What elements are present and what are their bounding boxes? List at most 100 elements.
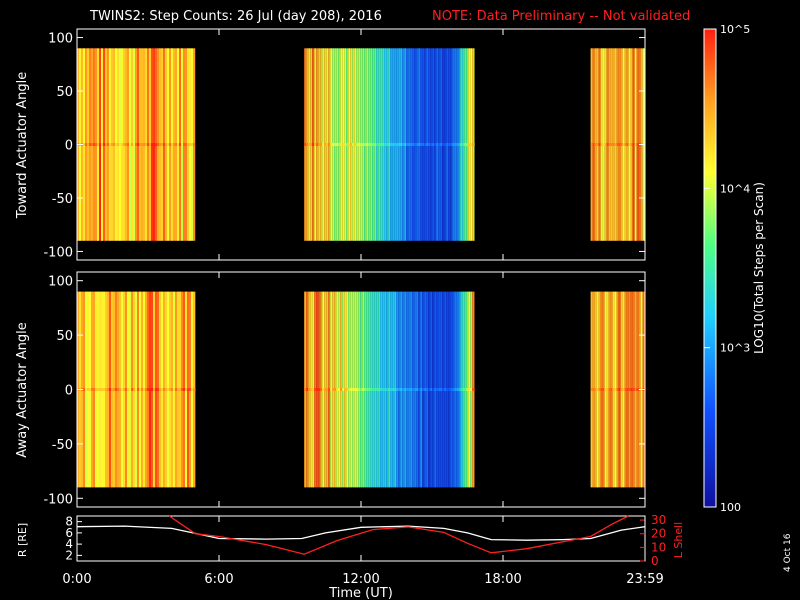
heatmap-cell (312, 48, 315, 145)
heatmap-cell (422, 388, 425, 391)
heatmap-cell (320, 48, 323, 145)
heatmap-cell (338, 144, 341, 241)
heatmap-cell (169, 389, 171, 488)
heatmap-cell (306, 48, 309, 145)
heatmap-cell (430, 48, 433, 145)
heatmap-cell (398, 388, 401, 391)
heatmap-cell (320, 389, 323, 488)
heatmap-cell (125, 144, 127, 241)
heatmap-cell (364, 388, 367, 391)
heatmap-cell (318, 144, 321, 241)
heatmap-cell (356, 388, 359, 391)
heatmap-cell (616, 388, 619, 391)
heatmap-cell (159, 291, 161, 390)
heatmap-cell (177, 143, 179, 146)
heatmap-cell (470, 48, 473, 145)
heatmap-cell (460, 291, 463, 390)
heatmap-cell (193, 143, 195, 146)
heatmap-cell (608, 388, 611, 391)
heatmap-cell (344, 388, 347, 391)
heatmap-cell (159, 143, 161, 146)
heatmap-cell (438, 48, 441, 145)
heatmap-cell (418, 389, 421, 488)
heatmap-cell (173, 389, 175, 488)
heatmap-cell (159, 388, 161, 391)
heatmap-cell (440, 144, 443, 241)
heatmap-cell (468, 48, 471, 145)
heatmap-cell (332, 291, 335, 390)
heatmap-cell (105, 389, 107, 488)
heatmap-cell (410, 291, 413, 390)
heatmap-cell (592, 388, 595, 391)
heatmap-cell (470, 388, 473, 391)
heatmap-cell (368, 144, 371, 241)
heatmap-cell (634, 144, 637, 241)
heatmap-cell (366, 389, 369, 488)
heatmap-cell (360, 291, 363, 390)
heatmap-cell (346, 388, 349, 391)
heatmap-cell (306, 144, 309, 241)
heatmap-cell (362, 389, 365, 488)
heatmap-cell (368, 143, 371, 146)
heatmap-cell (606, 144, 609, 241)
heatmap-cell (600, 144, 603, 241)
r-tick-label: 8 (65, 515, 73, 529)
heatmap-cell (408, 48, 411, 145)
heatmap-cell (612, 48, 615, 145)
heatmap-cell (624, 48, 627, 145)
heatmap-cell (412, 389, 415, 488)
heatmap-cell (382, 48, 385, 145)
heatmap-cell (354, 48, 357, 145)
heatmap-cell (614, 388, 617, 391)
heatmap-cell (147, 389, 149, 488)
heatmap-cell (139, 388, 141, 391)
heatmap-cell (91, 48, 93, 145)
heatmap-cell (596, 143, 599, 146)
heatmap-cell (350, 144, 353, 241)
heatmap-cell (141, 48, 143, 145)
heatmap-cell (336, 143, 339, 146)
heatmap-cell (320, 144, 323, 241)
away-heatmap-panel: 100 50 0 -50 -100 Away Actuator Angle (15, 271, 646, 508)
heatmap-cell (448, 143, 451, 146)
heatmap-cell (111, 388, 113, 391)
heatmap-cell (161, 389, 163, 488)
r-tick-label: 6 (65, 526, 73, 540)
heatmap-cell (169, 144, 171, 241)
heatmap-cell (592, 143, 595, 146)
heatmap-cell (408, 291, 411, 390)
heatmap-cell (121, 143, 123, 146)
heatmap-cell (376, 388, 379, 391)
heatmap-cell (428, 48, 431, 145)
heatmap-cell (458, 291, 461, 390)
heatmap-cell (420, 48, 423, 145)
l-shell-series-line (168, 515, 629, 555)
heatmap-cell (630, 389, 633, 488)
heatmap-cell (308, 389, 311, 488)
heatmap-cell (308, 48, 311, 145)
heatmap-cell (87, 388, 89, 391)
heatmap-cell (368, 389, 371, 488)
heatmap-cell (406, 143, 409, 146)
heatmap-cell (107, 389, 109, 488)
heatmap-cell (424, 291, 427, 390)
heatmap-cell (344, 291, 347, 390)
heatmap-cell (181, 143, 183, 146)
heatmap-cell (338, 388, 341, 391)
heatmap-cell (167, 144, 169, 241)
heatmap-cell (598, 144, 601, 241)
heatmap-cell (372, 389, 375, 488)
heatmap-cell (442, 48, 445, 145)
heatmap-cell (113, 388, 115, 391)
heatmap-cell (129, 143, 131, 146)
heatmap-cell (386, 48, 389, 145)
heatmap-cell (115, 291, 117, 390)
heatmap-cell (460, 48, 463, 145)
heatmap-cell (85, 143, 87, 146)
heatmap-cell (460, 389, 463, 488)
heatmap-cell (113, 48, 115, 145)
side-date-stamp: 4 Oct 16 (783, 533, 793, 572)
heatmap-cell (101, 144, 103, 241)
heatmap-cell (149, 389, 151, 488)
heatmap-cell (352, 144, 355, 241)
